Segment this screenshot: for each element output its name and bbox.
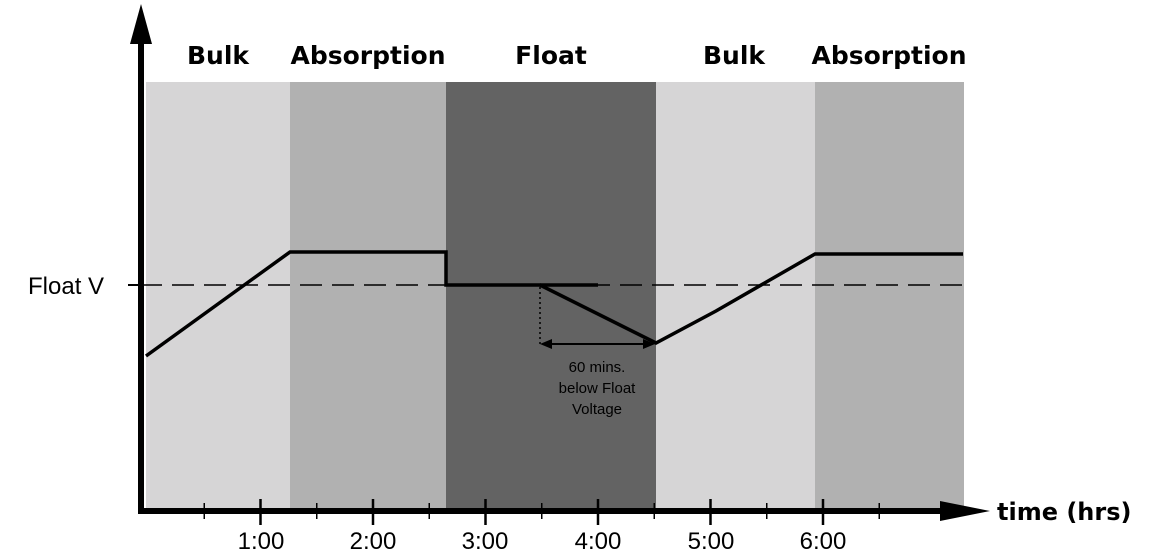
phase-label-bulk-1: Bulk xyxy=(187,41,250,70)
annotation-line-1: 60 mins. xyxy=(569,359,626,376)
annotation-line-3: Voltage xyxy=(572,401,622,418)
x-axis-arrowhead xyxy=(940,501,990,521)
x-tick-label-2: 2:00 xyxy=(350,528,397,554)
phase-bands xyxy=(146,82,964,510)
phase-band-absorption-1 xyxy=(290,82,446,510)
x-axis-ticks xyxy=(203,499,880,525)
x-tick-label-3: 3:00 xyxy=(462,528,509,554)
phase-band-bulk-2 xyxy=(656,82,815,510)
y-axis-arrowhead xyxy=(130,4,152,44)
x-tick-label-6: 6:00 xyxy=(800,528,847,554)
x-tick-label-5: 5:00 xyxy=(688,528,735,554)
annotation-duration-arrow xyxy=(540,339,655,349)
phase-band-absorption-2 xyxy=(815,82,964,510)
x-axis-tick-labels: 1:00 2:00 3:00 4:00 5:00 6:00 xyxy=(238,528,847,554)
x-tick-label-4: 4:00 xyxy=(575,528,622,554)
annotation-line-2: below Float xyxy=(559,380,637,397)
phase-labels: Bulk Absorption Float Bulk Absorption xyxy=(187,41,967,70)
phase-label-absorption-2: Absorption xyxy=(811,41,966,70)
phase-band-bulk-1 xyxy=(146,82,290,510)
phase-label-bulk-2: Bulk xyxy=(703,41,766,70)
phase-band-float xyxy=(446,82,656,510)
x-axis-title: time (hrs) xyxy=(997,498,1131,526)
phase-label-float: Float xyxy=(515,41,587,70)
phase-label-absorption-1: Absorption xyxy=(290,41,445,70)
x-tick-label-1: 1:00 xyxy=(238,528,285,554)
y-axis-float-voltage-label: Float V xyxy=(28,273,104,300)
